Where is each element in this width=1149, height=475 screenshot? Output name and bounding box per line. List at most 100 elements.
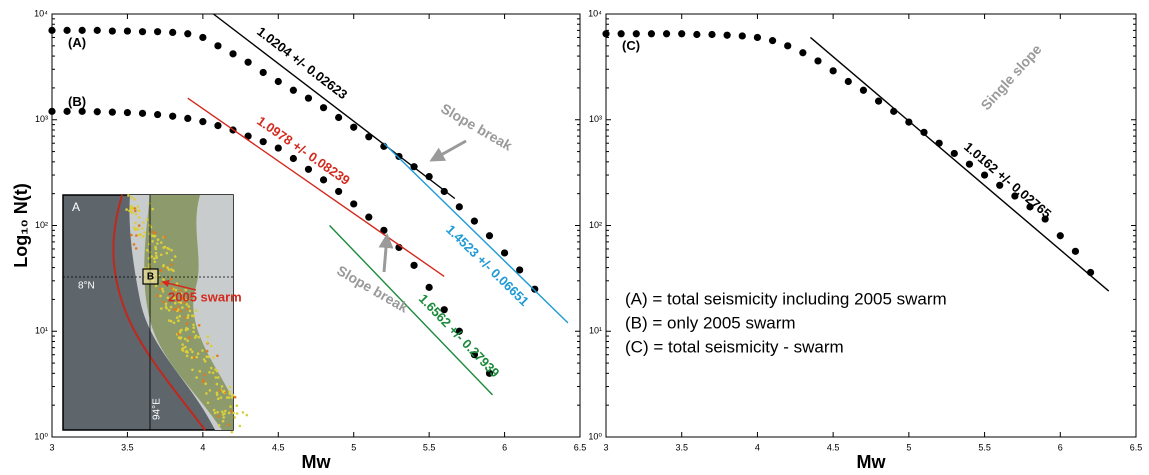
data-point xyxy=(693,31,700,38)
data-point xyxy=(708,31,715,38)
data-point xyxy=(678,30,685,37)
data-point xyxy=(229,50,236,57)
x-tick-label: 5 xyxy=(906,442,911,452)
inset-panel-label: A xyxy=(72,200,80,214)
data-point xyxy=(245,59,252,66)
data-point xyxy=(486,232,493,239)
data-point xyxy=(633,30,640,37)
x-tick-label: 3 xyxy=(603,442,608,452)
data-point xyxy=(124,109,131,116)
series-label: (B) xyxy=(68,94,86,109)
legend-note: (B) = only 2005 swarm xyxy=(625,313,796,332)
data-point xyxy=(602,30,609,37)
data-point xyxy=(845,78,852,85)
fit-label: 1.0978 +/- 0.08239 xyxy=(254,113,352,188)
x-axis-title: Mw xyxy=(857,452,887,472)
data-point xyxy=(48,108,55,115)
data-point xyxy=(290,87,297,94)
data-point xyxy=(139,28,146,35)
data-point xyxy=(48,27,55,34)
plot-frame xyxy=(606,14,1136,437)
data-point xyxy=(784,42,791,49)
data-point xyxy=(305,95,312,102)
x-tick-label: 6 xyxy=(502,442,507,452)
data-point xyxy=(184,30,191,37)
fit-label: 1.0162 +/- 0.02765 xyxy=(961,139,1054,221)
data-point xyxy=(320,176,327,183)
data-point xyxy=(139,110,146,117)
data-point xyxy=(320,104,327,111)
data-point xyxy=(1057,232,1064,239)
data-point xyxy=(169,29,176,36)
x-tick-label: 3.5 xyxy=(121,442,134,452)
series-label: (A) xyxy=(68,35,86,50)
series-label: (C) xyxy=(622,38,640,53)
y-tick-label: 10³ xyxy=(589,114,602,124)
data-point xyxy=(124,27,131,34)
data-point xyxy=(1072,248,1079,255)
annotation: Single slope xyxy=(977,41,1044,113)
data-point xyxy=(199,118,206,125)
data-point xyxy=(260,69,267,76)
data-point xyxy=(199,34,206,41)
y-tick-label: 10⁰ xyxy=(588,431,602,441)
data-point xyxy=(456,203,463,210)
data-point xyxy=(154,111,161,118)
data-point xyxy=(531,286,538,293)
annotation-arrow xyxy=(384,236,387,272)
data-point xyxy=(410,262,417,269)
data-point xyxy=(860,87,867,94)
inset-box-label: B xyxy=(147,272,154,283)
legend-note: (A) = total seismicity including 2005 sw… xyxy=(625,289,947,308)
data-point xyxy=(275,144,282,151)
data-point xyxy=(350,200,357,207)
y-tick-label: 10¹ xyxy=(589,326,602,336)
data-point xyxy=(814,57,821,64)
data-point xyxy=(754,34,761,41)
x-tick-label: 6.5 xyxy=(1130,442,1143,452)
data-point xyxy=(214,122,221,129)
data-point xyxy=(94,108,101,115)
inset-map: A B 8°N 94°E 2005 swarm xyxy=(63,194,248,433)
data-point xyxy=(154,28,161,35)
data-point xyxy=(471,218,478,225)
data-point xyxy=(739,32,746,39)
data-point xyxy=(214,42,221,49)
fit-label: 1.0204 +/- 0.02623 xyxy=(254,24,350,102)
y-tick-label: 10² xyxy=(35,220,48,230)
x-tick-label: 4.5 xyxy=(827,442,840,452)
data-point xyxy=(981,171,988,178)
annotation-arrow xyxy=(432,141,466,160)
data-point xyxy=(648,30,655,37)
x-tick-label: 3.5 xyxy=(675,442,688,452)
data-point xyxy=(335,188,342,195)
x-tick-label: 4 xyxy=(200,442,205,452)
x-axis-title: Mw xyxy=(302,452,332,472)
fit-label: 1.6562 +/- 0.27939 xyxy=(416,291,503,380)
data-point xyxy=(63,108,70,115)
data-point xyxy=(501,249,508,256)
x-tick-label: 4.5 xyxy=(272,442,285,452)
inset-swarm-label: 2005 swarm xyxy=(168,289,242,304)
inset-lat-label: 8°N xyxy=(78,281,95,292)
data-point xyxy=(94,27,101,34)
data-point xyxy=(79,108,86,115)
x-tick-label: 3 xyxy=(49,442,54,452)
data-point xyxy=(290,155,297,162)
data-point xyxy=(63,27,70,34)
data-point xyxy=(275,78,282,85)
y-axis-title: Log₁₀ N(t) xyxy=(11,183,31,268)
fit-line xyxy=(810,37,1108,291)
data-point xyxy=(184,115,191,122)
inset-lon-label: 94°E xyxy=(152,398,163,420)
x-tick-label: 4 xyxy=(755,442,760,452)
data-point xyxy=(875,98,882,105)
data-point xyxy=(350,124,357,131)
data-point xyxy=(109,109,116,116)
fit-line xyxy=(384,143,568,323)
annotation: Slope break xyxy=(438,100,515,154)
data-point xyxy=(305,166,312,173)
data-point xyxy=(169,113,176,120)
data-point xyxy=(618,30,625,37)
data-point xyxy=(663,30,670,37)
